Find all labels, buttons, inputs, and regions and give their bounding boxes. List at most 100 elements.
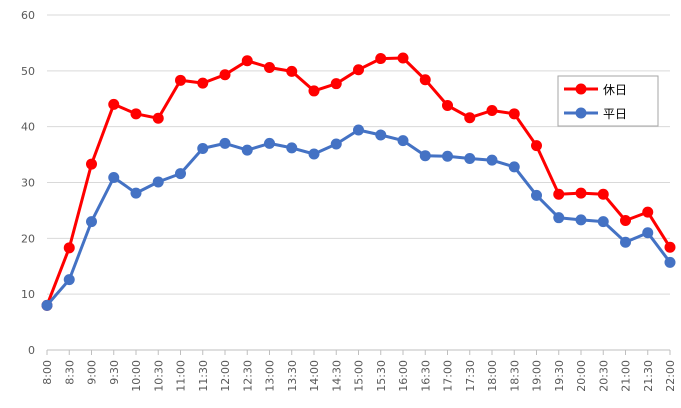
data-point: [108, 98, 120, 110]
series-1: [41, 124, 676, 311]
y-tick-label: 30: [21, 177, 35, 190]
x-tick-label: 18:30: [508, 360, 521, 392]
data-point: [397, 135, 409, 147]
data-point: [86, 216, 97, 228]
data-point: [219, 137, 231, 149]
data-point: [241, 55, 253, 67]
data-point: [353, 64, 364, 76]
legend-label-0: 休日: [603, 83, 627, 97]
x-tick-label: 21:00: [620, 360, 633, 392]
x-tick-label: 22:00: [664, 360, 677, 392]
data-point: [264, 137, 275, 149]
data-point: [442, 150, 453, 162]
data-point: [486, 104, 498, 116]
data-point: [108, 171, 120, 183]
data-point: [597, 216, 609, 228]
data-point: [41, 299, 53, 311]
data-point: [264, 61, 275, 73]
x-tick-label: 19:00: [531, 360, 544, 392]
y-tick-label: 50: [21, 65, 35, 78]
data-point: [531, 140, 542, 152]
x-tick-label: 20:30: [597, 360, 610, 392]
data-point: [175, 168, 186, 180]
data-point: [597, 188, 609, 200]
x-tick-label: 9:30: [108, 360, 121, 385]
data-point: [553, 188, 565, 200]
grid-layer: [47, 14, 670, 295]
legend-box: [557, 75, 659, 127]
data-point: [286, 142, 298, 154]
y-tick-label: 10: [21, 288, 35, 301]
x-tick-label: 9:00: [86, 360, 99, 385]
x-tick-label: 13:00: [264, 360, 277, 392]
x-tick-label: 16:30: [419, 360, 432, 392]
x-tick-label: 15:00: [353, 360, 366, 392]
data-point: [63, 242, 75, 254]
data-point: [419, 150, 431, 162]
data-point: [353, 124, 364, 136]
data-point: [330, 78, 342, 90]
data-point: [553, 212, 565, 224]
x-tick-label: 17:30: [464, 360, 477, 392]
data-point: [375, 53, 387, 65]
axis-layer: 0 10 20 30 40 50 60 8:00 8:30 9:00 9:30 10:00 10:30 1…: [21, 9, 677, 392]
data-point: [375, 129, 387, 141]
data-point: [464, 112, 476, 124]
y-tick-label: 60: [21, 9, 35, 22]
data-point: [175, 74, 186, 86]
x-tick-label: 20:00: [575, 360, 588, 392]
x-tick-label: 14:30: [330, 360, 343, 392]
x-tick-label: 10:00: [130, 360, 143, 392]
legend-label-1: 平日: [603, 107, 627, 121]
data-point: [664, 241, 676, 253]
data-point: [442, 99, 453, 111]
data-point: [419, 74, 431, 86]
data-point: [308, 148, 320, 160]
x-tick-label: 19:30: [553, 360, 566, 392]
data-point: [531, 189, 542, 201]
legend-marker-0: [575, 83, 587, 95]
data-point: [308, 85, 320, 97]
data-point: [620, 236, 631, 248]
y-tick-label: 0: [28, 344, 35, 357]
x-tick-label: 8:00: [41, 360, 54, 385]
y-tick-label: 20: [21, 232, 35, 245]
y-tick-label: 40: [21, 121, 35, 134]
data-point: [642, 227, 654, 239]
x-tick-label: 21:30: [642, 360, 655, 392]
x-tick-label: 15:30: [375, 360, 388, 392]
x-tick-label: 13:30: [286, 360, 299, 392]
data-point: [620, 214, 631, 226]
x-tick-label: 12:00: [219, 360, 232, 392]
data-point: [575, 187, 587, 199]
data-point: [508, 161, 520, 173]
data-point: [642, 206, 654, 218]
legend-marker-1: [575, 107, 587, 119]
x-tick-label: 11:30: [197, 360, 210, 392]
data-point: [197, 77, 209, 89]
data-point: [486, 154, 498, 166]
x-tick-label: 12:30: [241, 360, 254, 392]
data-point: [397, 52, 409, 64]
data-point: [130, 187, 142, 199]
data-point: [219, 69, 231, 81]
x-tick-label: 17:00: [442, 360, 455, 392]
data-point: [241, 144, 253, 156]
data-point: [286, 65, 298, 77]
data-point: [63, 274, 75, 286]
x-tick-label: 11:00: [175, 360, 188, 392]
data-point: [464, 152, 476, 164]
data-point: [152, 176, 164, 188]
x-tick-label: 16:00: [397, 360, 410, 392]
data-point: [575, 214, 587, 226]
data-point: [330, 138, 342, 150]
x-tick-label: 10:30: [152, 360, 165, 392]
x-tick-label: 18:00: [486, 360, 499, 392]
data-point: [152, 112, 164, 124]
data-point: [664, 256, 676, 268]
data-point: [508, 108, 520, 120]
data-point: [197, 142, 209, 154]
